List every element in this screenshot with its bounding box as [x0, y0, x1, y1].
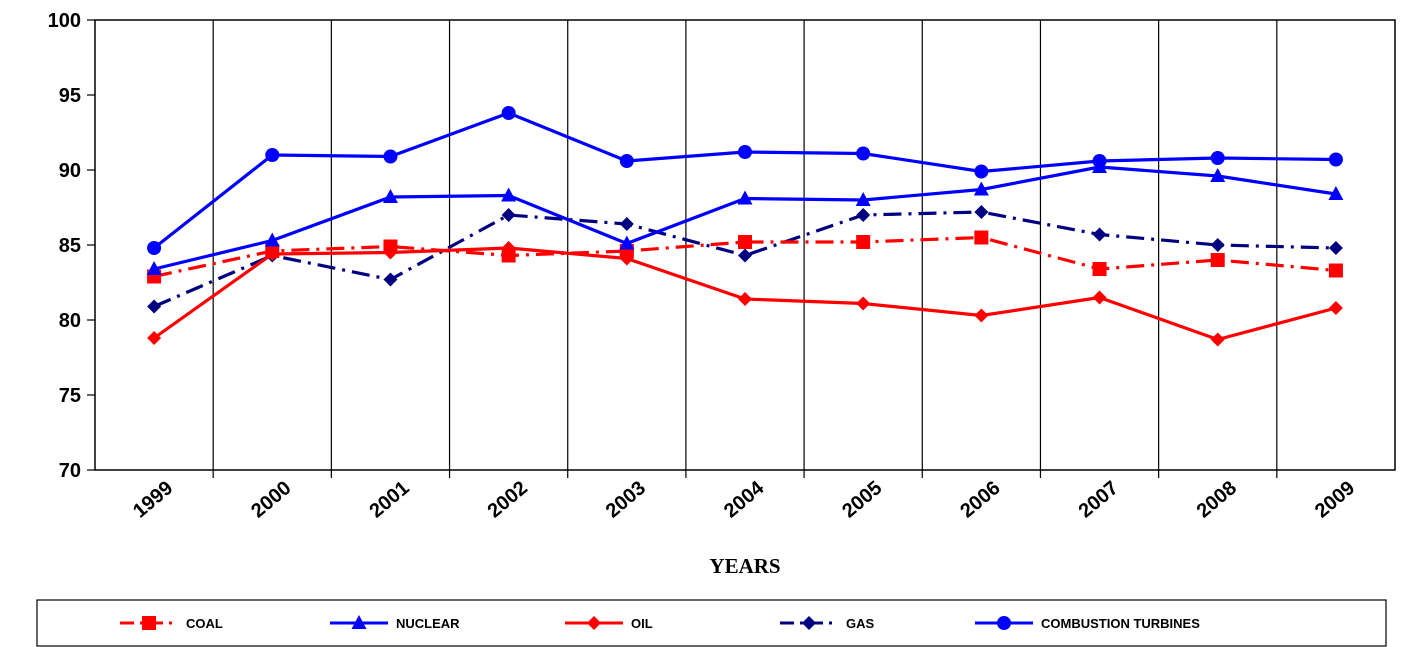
data-point-combustion-turbines [738, 145, 752, 159]
data-point-combustion-turbines [147, 241, 162, 255]
data-point-coal [1092, 262, 1107, 276]
data-point-combustion-turbines [501, 106, 516, 120]
y-tick-label: 90 [59, 160, 81, 182]
data-point-coal [501, 248, 516, 263]
data-point-oil [1210, 332, 1225, 347]
data-point-gas [619, 217, 634, 231]
legend-entry-gas: GAS [780, 616, 875, 631]
legend-label: COMBUSTION TURBINES [1041, 616, 1200, 631]
data-point-nuclear [973, 181, 989, 196]
y-tick-label: 85 [59, 235, 81, 257]
data-point-combustion-turbines [619, 154, 634, 168]
legend-frame [36, 599, 1387, 647]
data-point-nuclear [264, 232, 280, 247]
data-point-oil [856, 296, 871, 311]
x-tick-label: 2003 [602, 477, 650, 522]
x-tick-label: 2000 [247, 477, 295, 522]
series-lines [146, 106, 1344, 347]
data-point-oil [974, 308, 989, 323]
data-point-oil [738, 292, 752, 306]
data-point-nuclear [1210, 168, 1226, 182]
data-point-coal [265, 244, 280, 258]
data-point-nuclear [855, 192, 871, 206]
data-point-nuclear [619, 235, 635, 250]
legend-entry-coal: COAL [120, 616, 223, 631]
y-tick-label: 100 [48, 10, 81, 32]
legend-label: NUCLEAR [396, 616, 460, 631]
data-point-gas [974, 205, 989, 219]
data-point-gas [1210, 238, 1225, 252]
legend-marker [802, 616, 816, 630]
y-axis-ticks: 70 75 80 85 90 95 100 [48, 10, 95, 482]
data-point-coal [1210, 253, 1225, 267]
legend-entry-combustion-turbines: COMBUSTION TURBINES [975, 616, 1200, 631]
y-tick-label: 70 [59, 460, 81, 482]
data-point-combustion-turbines [1328, 152, 1343, 167]
data-point-nuclear [1328, 186, 1344, 200]
x-tick-label: 2007 [1075, 477, 1123, 522]
vertical-gridlines [212, 20, 1278, 478]
x-tick-label: 2006 [956, 477, 1004, 522]
y-tick-label: 75 [59, 385, 81, 407]
x-tick-label: 2009 [1311, 477, 1359, 522]
data-point-gas [738, 248, 752, 263]
data-point-nuclear [501, 187, 517, 202]
data-point-combustion-turbines [974, 164, 989, 179]
data-point-oil [1092, 290, 1107, 305]
data-point-combustion-turbines [383, 149, 398, 164]
data-point-gas [383, 272, 398, 287]
data-point-combustion-turbines [265, 148, 280, 162]
data-point-combustion-turbines [1092, 154, 1107, 168]
legend-label: OIL [631, 616, 653, 631]
data-point-coal [383, 239, 398, 254]
series-line-coal [153, 235, 1337, 279]
legend-marker [997, 616, 1011, 630]
legend-label: GAS [846, 616, 875, 631]
data-point-oil [147, 331, 162, 345]
legend-label: COAL [186, 616, 223, 631]
series-combustion-turbines [147, 106, 1343, 255]
legend-marker [142, 616, 156, 630]
x-tick-label: 2004 [720, 476, 769, 522]
data-point-nuclear [382, 189, 398, 203]
y-tick-label: 80 [59, 310, 81, 332]
data-point-coal [738, 235, 752, 249]
legend-entry-oil: OIL [565, 616, 653, 631]
x-tick-label: 2005 [838, 477, 886, 522]
legend: COAL NUCLEAR OIL GAS COMBUSTION TURBINES [36, 599, 1387, 647]
x-axis-label: YEARS [709, 554, 780, 578]
data-point-gas [1092, 227, 1107, 242]
legend-entry-nuclear: NUCLEAR [330, 615, 460, 631]
data-point-oil [1328, 301, 1343, 315]
x-tick-label: 2008 [1193, 477, 1241, 522]
data-point-combustion-turbines [856, 146, 871, 161]
data-point-nuclear [737, 190, 753, 205]
data-point-gas [147, 299, 162, 314]
series-gas [147, 205, 1343, 314]
data-point-nuclear [146, 261, 162, 275]
data-point-gas [501, 208, 516, 222]
data-point-coal [974, 230, 989, 245]
x-tick-label: 2001 [365, 477, 413, 522]
data-point-combustion-turbines [1210, 151, 1225, 165]
legend-marker [351, 615, 367, 629]
data-point-gas [1328, 241, 1343, 255]
series-line-gas [153, 210, 1336, 308]
data-point-gas [856, 208, 871, 222]
x-tick-label: 2002 [484, 477, 532, 522]
y-tick-label: 95 [59, 85, 81, 107]
x-axis-ticks: 1999 2000 2001 2002 2003 2004 2005 2006 2007 2008… [129, 476, 1359, 522]
legend-marker [587, 616, 601, 630]
data-point-coal [1328, 263, 1343, 278]
x-tick-label: 1999 [129, 477, 177, 522]
data-point-coal [856, 235, 871, 249]
